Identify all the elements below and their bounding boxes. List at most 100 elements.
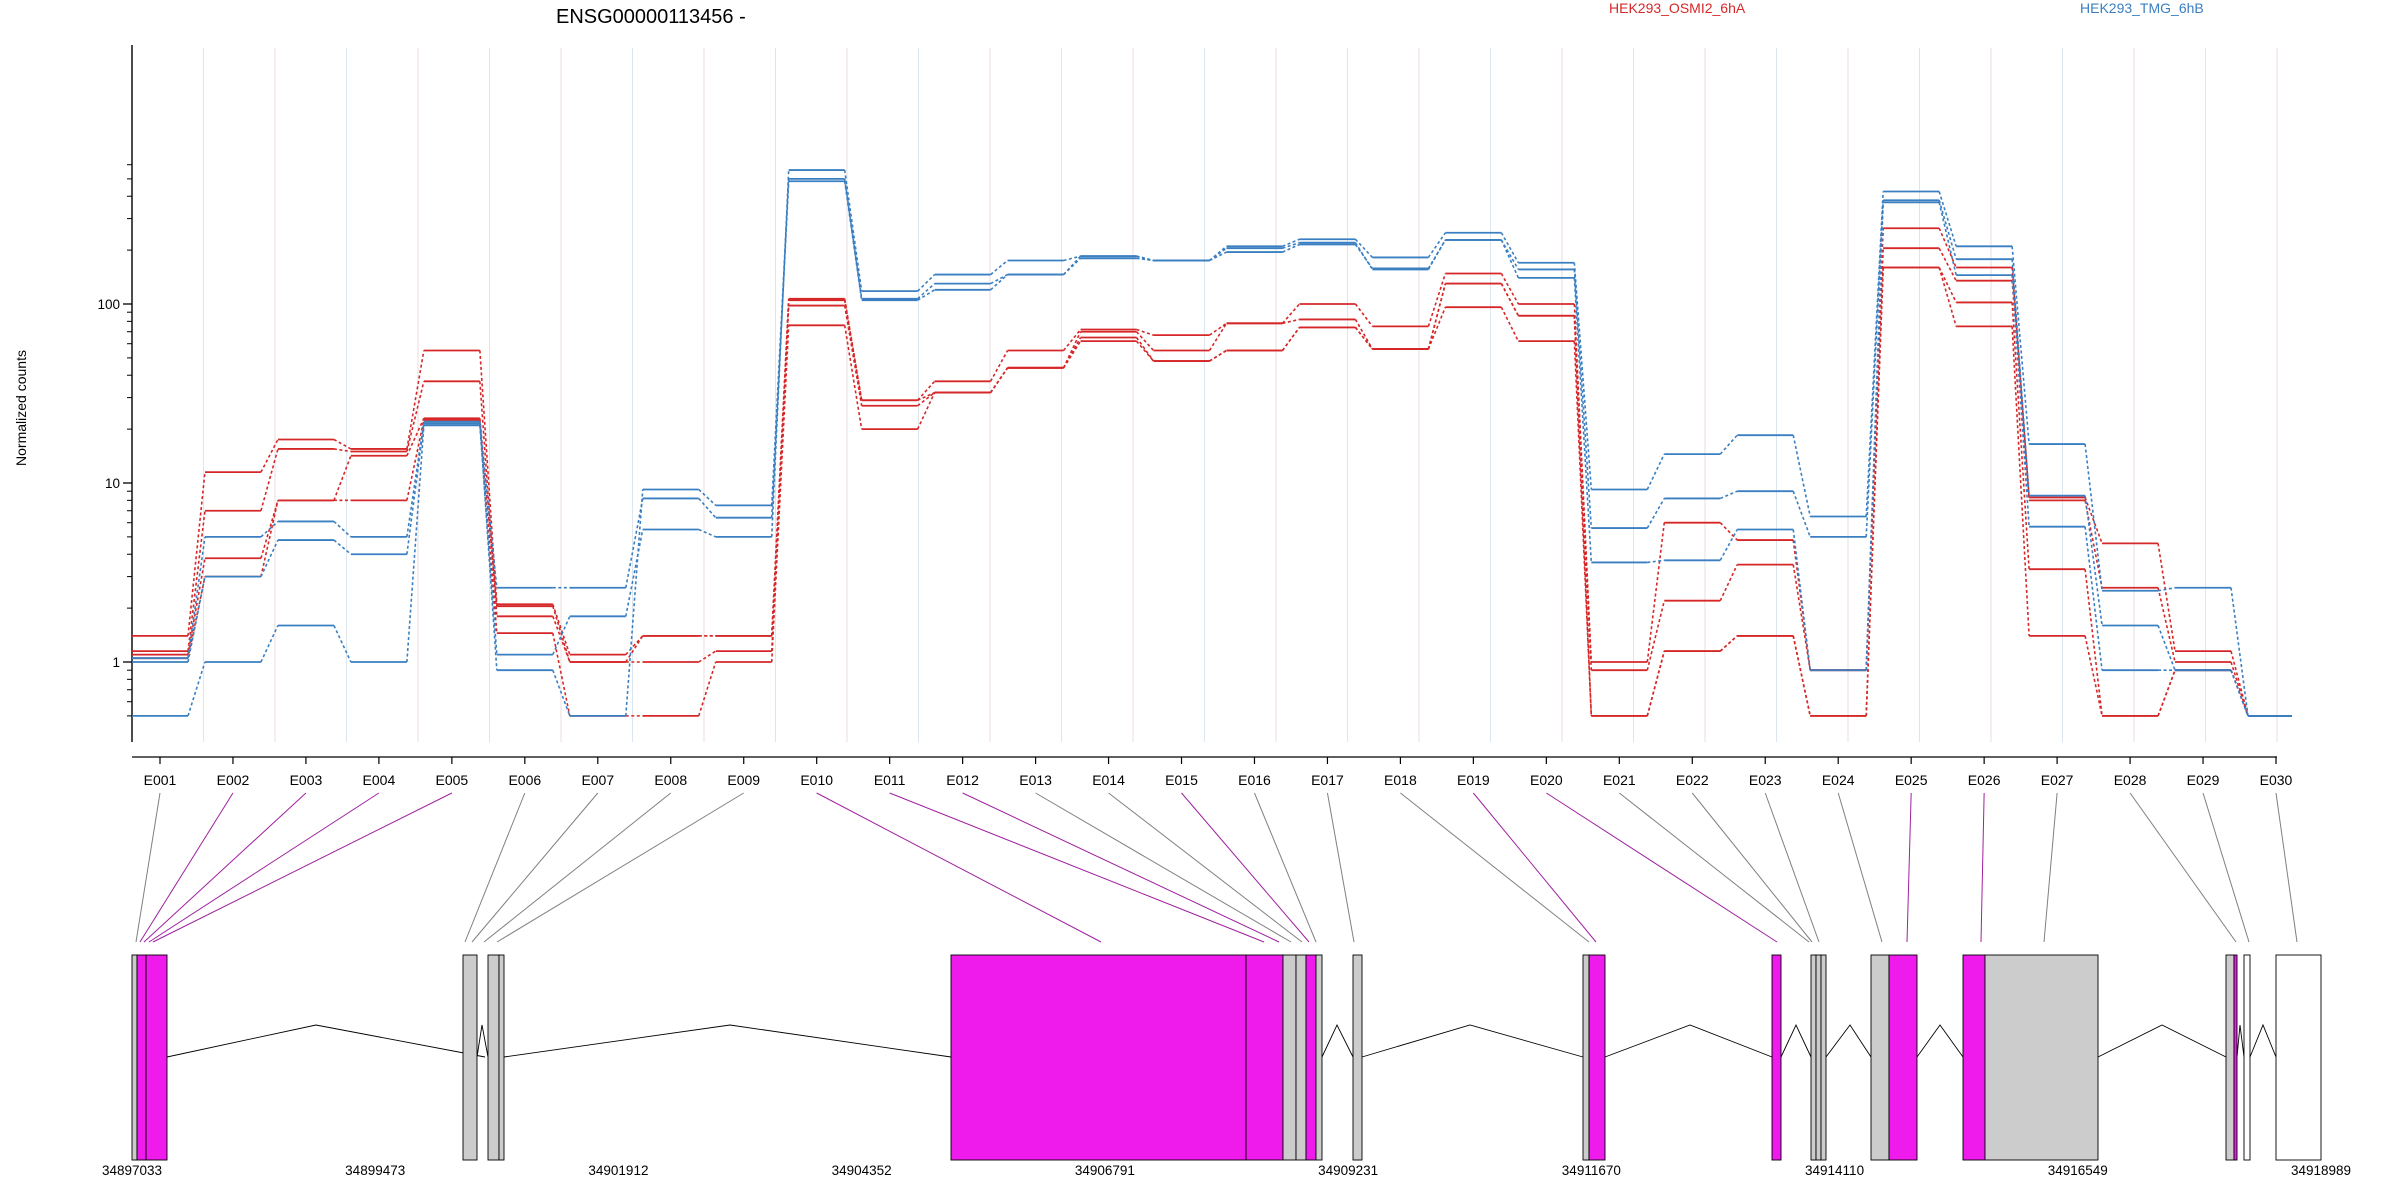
intron-line [503, 1024, 952, 1058]
exon-block [462, 954, 478, 1161]
series-transition [1938, 267, 1957, 327]
series-transition [1136, 257, 1154, 262]
series-transition [1573, 341, 1593, 716]
intron-line [2236, 1024, 2245, 1058]
chart-title: ENSG00000113456 - [556, 6, 746, 28]
series-transition [552, 615, 571, 655]
series-transition [697, 661, 717, 717]
series-transition [333, 625, 352, 663]
y-tick-label: 100 [97, 297, 120, 312]
intron-line [2097, 1024, 2227, 1058]
series-transition [1646, 498, 1665, 529]
series-transition [1865, 200, 1884, 537]
series-transition [1427, 232, 1447, 258]
exon-connector [139, 792, 234, 943]
exon-axis: E001 E002 E003 E004 E005 E006 E007 E008 E009 E010… [132, 756, 2293, 788]
exon-connector [1764, 792, 1820, 943]
series-transition [1647, 559, 1665, 564]
exon-connector [2043, 792, 2058, 943]
series-transition [1792, 435, 1811, 517]
series-transition [1573, 262, 1593, 490]
series-transition [1209, 322, 1227, 336]
genomic-coordinate: 34909231 [1318, 1163, 1378, 1178]
genomic-coordinate: 34899473 [345, 1163, 405, 1178]
series-transition [2084, 497, 2103, 544]
exon-block [1588, 954, 1606, 1161]
intron-line [1361, 1024, 1584, 1058]
series-transition [770, 181, 790, 518]
series-transition [1427, 283, 1447, 350]
series-transition [1500, 239, 1520, 270]
exon-connector [471, 792, 599, 943]
series-transition [1209, 247, 1227, 262]
exon-connector [2129, 792, 2237, 943]
series-transition [187, 510, 206, 652]
vertical-gridlines [131, 48, 2278, 742]
exon-block [1820, 954, 1827, 1161]
exon-block [1245, 954, 1284, 1161]
series-transition [1136, 255, 1154, 262]
series-transition [333, 539, 352, 555]
series-transition [406, 425, 425, 663]
series-transition [698, 528, 717, 538]
exon-connector [1546, 792, 1778, 943]
series-transition [1208, 322, 1228, 351]
exon-label: E011 [874, 772, 906, 788]
exon-block [2233, 954, 2238, 1161]
exon-label: E017 [1311, 772, 1344, 788]
series-transition [2157, 625, 2176, 671]
series-transition [2011, 259, 2030, 496]
genomic-coordinate: 34918989 [2291, 1163, 2351, 1178]
series-blue-7 [132, 180, 2292, 717]
exon-connector [1035, 792, 1292, 943]
series-transition [1573, 269, 1593, 529]
series-red-4 [132, 266, 2292, 717]
series-red-3 [132, 266, 2292, 717]
series-transition [843, 298, 863, 401]
series-transition [1792, 564, 1811, 671]
exon-connector [135, 792, 161, 943]
series-transition [2011, 246, 2030, 445]
genomic-coordinate: 34914110 [1805, 1163, 1864, 1178]
exon-label: E009 [727, 772, 760, 788]
exon-label: E026 [1968, 772, 2001, 788]
series-transition [1427, 306, 1447, 350]
series-transition [1135, 337, 1155, 362]
series-transition [1135, 331, 1155, 352]
series-transition [1135, 340, 1155, 362]
series-transition [1573, 277, 1593, 563]
exon-label: E006 [508, 772, 541, 788]
series-transition [1792, 635, 1811, 717]
series-transition [552, 669, 571, 717]
series-transition [1062, 337, 1082, 369]
exon-label: E014 [1092, 772, 1125, 788]
series-transition [916, 392, 936, 430]
exon-label: E012 [946, 772, 979, 788]
series-transition [406, 350, 425, 450]
series-transition [2157, 587, 2176, 663]
series-transition [1354, 319, 1374, 350]
series-transition [698, 488, 717, 506]
series-transition [698, 497, 717, 519]
exon-connector [1108, 792, 1303, 943]
exon-block [1305, 954, 1317, 1161]
exon-connector [496, 792, 744, 943]
series-transition [2230, 669, 2249, 717]
series-transition [2157, 669, 2176, 717]
series-transition [1719, 564, 1738, 602]
series-transition [1354, 303, 1374, 327]
exon-connector [1906, 792, 1912, 943]
exon-label: E030 [2260, 772, 2293, 788]
series-red-1 [132, 227, 2292, 717]
exon-connector [483, 792, 672, 943]
exon-label: E025 [1895, 772, 1928, 788]
exon-block [1870, 954, 1890, 1161]
exon-block [2225, 954, 2235, 1161]
series-transition [1573, 315, 1593, 716]
series-transition [1063, 257, 1082, 276]
series-transition [187, 536, 206, 659]
genomic-coordinate: 34906791 [1075, 1163, 1135, 1178]
series-transition [2011, 302, 2030, 570]
series-transition [843, 305, 863, 406]
